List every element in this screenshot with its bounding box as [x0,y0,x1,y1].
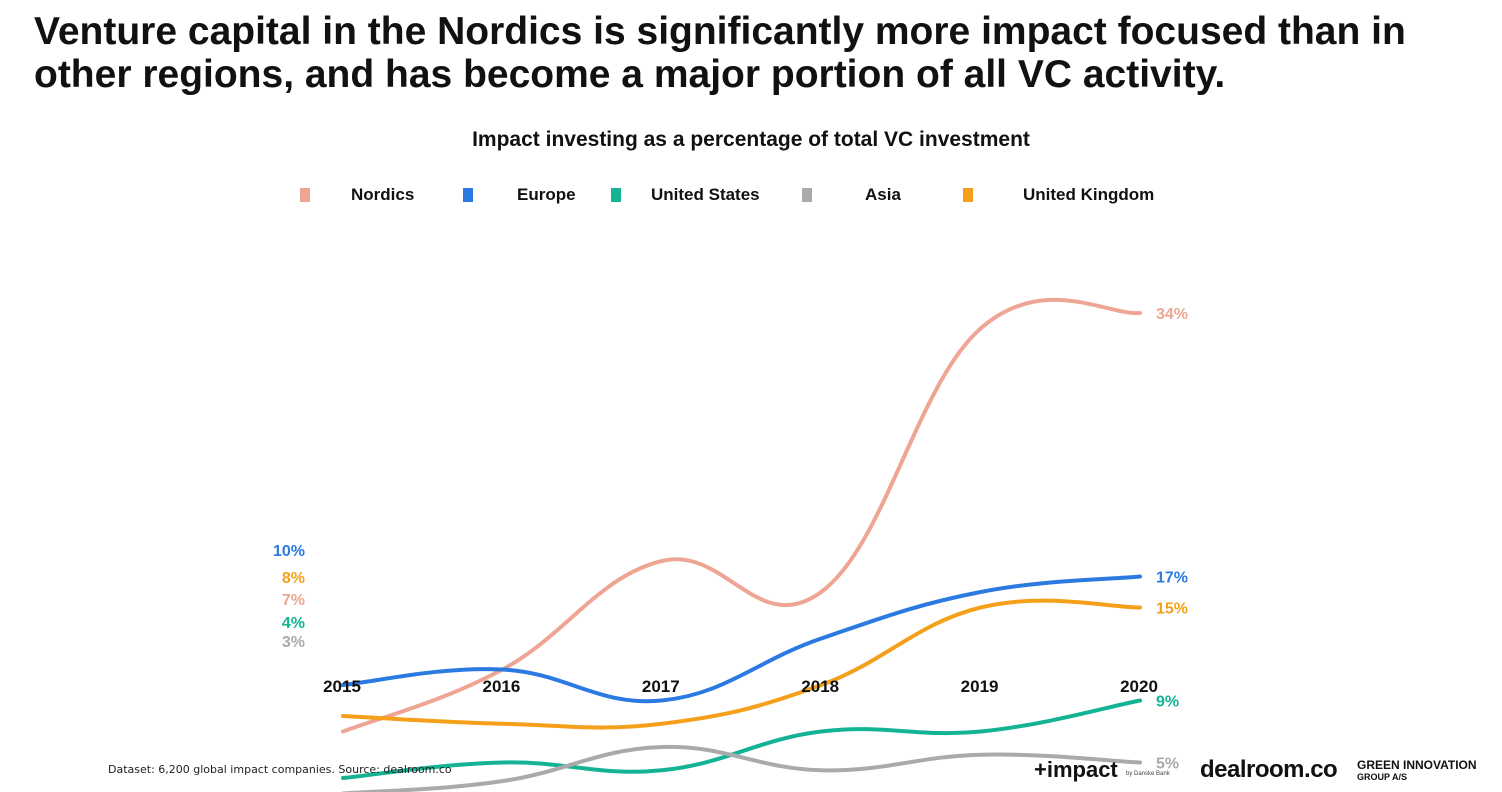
x-tick-label-2015: 2015 [323,677,361,696]
legend-swatch-united-states [611,188,621,202]
impact-logo-subtitle: by Danske Bank [1126,771,1170,777]
series-line-united-states [341,698,1142,780]
impact-logo: +impact [1034,757,1118,782]
legend-swatch-united-kingdom [963,188,973,202]
end-label-nordics: 34% [1156,306,1188,323]
chart-legend: Nordics Europe United States Asia United Kin… [0,185,1502,207]
end-label-europe: 17% [1156,570,1188,587]
end-label-asia: 5% [1156,756,1179,773]
source-note: Dataset: 6,200 global impact companies. … [108,763,452,776]
start-label-asia: 3% [282,634,305,651]
series-line-asia [341,744,1142,792]
green-innovation-logo: GREEN INNOVATION GROUP A/S [1357,759,1487,783]
x-tick-label-2018: 2018 [801,677,839,696]
start-label-europe: 10% [273,543,305,560]
legend-swatch-nordics [300,188,310,202]
green-innovation-logo-line2: GROUP A/S [1357,772,1408,782]
chart-title: Impact investing as a percentage of tota… [472,128,1030,151]
x-tick-label-2019: 2019 [961,677,999,696]
series-line-united-kingdom [341,598,1142,730]
legend-label-united-states: United States [651,185,760,204]
start-label-united-states: 4% [282,615,305,632]
series-line-europe [341,574,1142,704]
series-line-nordics [341,297,1142,734]
end-label-united-states: 9% [1156,694,1179,711]
legend-label-asia: Asia [865,185,901,204]
x-tick-label-2020: 2020 [1120,677,1158,696]
x-tick-label-2016: 2016 [482,677,520,696]
headline: Venture capital in the Nordics is signif… [34,10,1406,96]
start-label-united-kingdom: 8% [282,570,305,587]
legend-label-europe: Europe [517,185,576,204]
legend-swatch-europe [463,188,473,202]
end-label-united-kingdom: 15% [1156,601,1188,618]
green-innovation-logo-line1: GREEN INNOVATION [1357,758,1477,772]
legend-label-nordics: Nordics [351,185,415,204]
start-label-nordics: 7% [282,592,305,609]
x-tick-label-2017: 2017 [642,677,680,696]
legend-label-united-kingdom: United Kingdom [1023,185,1155,204]
dealroom-logo: dealroom.co [1200,756,1338,783]
legend-swatch-asia [802,188,812,202]
